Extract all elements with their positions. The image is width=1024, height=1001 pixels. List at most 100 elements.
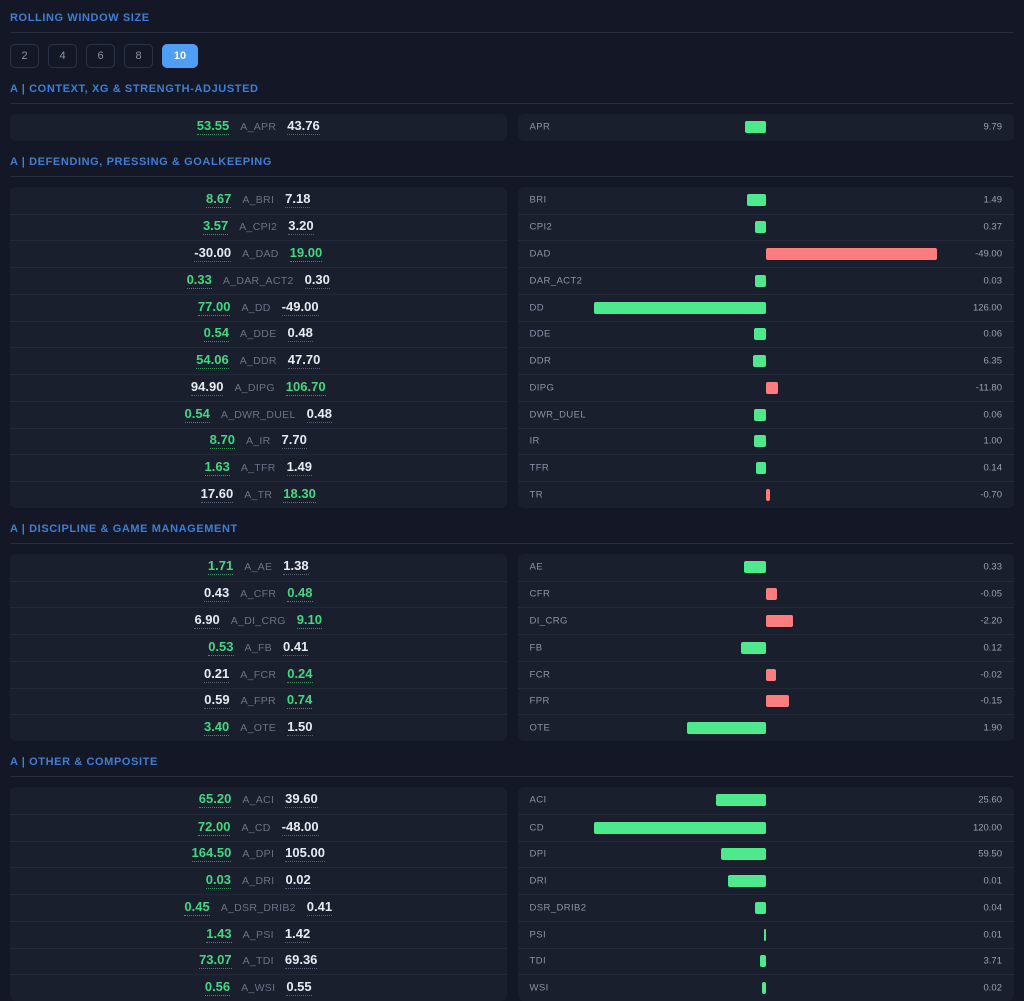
section-cards: 53.55A_APR43.76APR9.79 (10, 114, 1014, 141)
bar-metric-label: DRI (530, 876, 548, 887)
metric-row-CFR: 0.43A_CFR0.48 (10, 581, 507, 608)
value-b: -48.00 (282, 820, 319, 836)
diff-bar (754, 435, 766, 447)
metric-code: A_DRI (242, 875, 274, 887)
window-size-option-4[interactable]: 4 (48, 44, 77, 68)
bars-card: ACI25.60CD120.00DPI59.50DRI0.01DSR_DRIB2… (518, 787, 1015, 1001)
value-b: 69.36 (285, 953, 318, 969)
bar-metric-label: DAD (530, 249, 551, 260)
diff-value: 6.35 (984, 356, 1003, 367)
bar-row-TFR: TFR0.14 (518, 454, 1015, 481)
section-title: A | OTHER & COMPOSITE (10, 756, 1014, 777)
value-a: -30.00 (194, 246, 231, 262)
value-a: 0.54 (204, 326, 229, 342)
bar-metric-label: IR (530, 436, 540, 447)
bar-metric-label: DAR_ACT2 (530, 275, 583, 286)
diff-value: 59.50 (978, 849, 1002, 860)
metric-code: A_FCR (240, 669, 276, 681)
window-size-option-2[interactable]: 2 (10, 44, 39, 68)
metric-row-DDR: 54.06A_DDR47.70 (10, 347, 507, 374)
bar-row-DIPG: DIPG-11.80 (518, 374, 1015, 401)
metric-code: A_CD (241, 822, 270, 834)
window-size-button-group: 2468 10 (10, 44, 1014, 68)
value-b: 0.55 (286, 980, 311, 996)
metric-row-TR: 17.60A_TR18.30 (10, 481, 507, 508)
metric-row-DRI: 0.03A_DRI0.02 (10, 867, 507, 894)
value-a: 17.60 (201, 487, 234, 503)
value-b: 0.24 (287, 667, 312, 683)
metric-code: A_DD (241, 302, 270, 314)
bar-metric-label: TR (530, 489, 543, 500)
value-b: 7.70 (282, 433, 307, 449)
bars-card: AE0.33CFR-0.05DI_CRG-2.20FB0.12FCR-0.02F… (518, 554, 1015, 741)
metrics-dashboard: ROLLING WINDOW SIZE 246810 A | CONTEXT, … (0, 0, 1024, 1001)
value-b: 0.48 (287, 586, 312, 602)
metric-row-DI_CRG: 6.90A_DI_CRG9.10 (10, 607, 507, 634)
metric-code: A_BRI (242, 194, 274, 206)
value-a: 0.21 (204, 667, 229, 683)
value-b: 3.20 (288, 219, 313, 235)
diff-bar (744, 561, 766, 573)
value-a: 54.06 (196, 353, 229, 369)
metric-row-FCR: 0.21 A_FCR 0.24 (10, 661, 507, 688)
bar-row-OTE: OTE1.90 (518, 714, 1015, 741)
value-a: 72.00 (198, 820, 231, 836)
diff-bar (766, 588, 777, 600)
diff-bar (766, 248, 937, 260)
metric-code: A_TR (244, 489, 272, 501)
bar-metric-label: FCR (530, 669, 551, 680)
bar-metric-label: TDI (530, 956, 547, 967)
bar-metric-label: APR (530, 122, 551, 133)
diff-bar (762, 982, 766, 994)
diff-value: -0.70 (980, 489, 1002, 500)
diff-value: 1.49 (984, 195, 1003, 206)
diff-value: 0.33 (984, 562, 1003, 573)
metric-row-ACI: 65.20A_ACI39.60 (10, 787, 507, 814)
value-b: 0.74 (287, 693, 312, 709)
value-a: 1.71 (208, 559, 233, 575)
bar-row-APR: APR9.79 (518, 114, 1015, 141)
bar-row-WSI: WSI0.02 (518, 974, 1015, 1001)
section-2: A | DISCIPLINE & GAME MANAGEMENT1.71A_AE… (10, 523, 1014, 741)
metric-row-AE: 1.71A_AE1.38 (10, 554, 507, 581)
bar-row-DWR_DUEL: DWR_DUEL0.06 (518, 401, 1015, 428)
diff-value: 0.37 (984, 222, 1003, 233)
diff-value: -2.20 (980, 616, 1002, 627)
value-a: 3.57 (203, 219, 228, 235)
diff-bar (594, 822, 766, 834)
window-size-option-10[interactable]: 10 (162, 44, 198, 68)
bar-row-CFR: CFR-0.05 (518, 581, 1015, 608)
value-a: 65.20 (199, 792, 232, 808)
metric-code: A_OTE (240, 722, 276, 734)
metric-row-CPI2: 3.57A_CPI23.20 (10, 214, 507, 241)
metric-code: A_APR (240, 121, 276, 133)
metric-row-PSI: 1.43A_PSI1.42 (10, 921, 507, 948)
metric-code: A_FB (245, 642, 272, 654)
diff-bar (721, 848, 766, 860)
diff-bar (753, 355, 766, 367)
diff-value: 126.00 (973, 302, 1002, 313)
diff-value: 1.00 (984, 436, 1003, 447)
diff-bar (764, 929, 766, 941)
diff-bar (766, 669, 776, 681)
diff-value: -11.80 (976, 382, 1002, 393)
bar-row-AE: AE0.33 (518, 554, 1015, 581)
bar-metric-label: DD (530, 302, 545, 313)
bar-metric-label: DSR_DRIB2 (530, 902, 587, 913)
value-b: 0.41 (283, 640, 308, 656)
bars-card: BRI1.49CPI20.37DAD-49.00DAR_ACT20.03DD12… (518, 187, 1015, 508)
value-a: 0.59 (204, 693, 229, 709)
bar-metric-label: WSI (530, 983, 549, 994)
bar-metric-label: CD (530, 822, 545, 833)
diff-bar (745, 121, 766, 133)
value-b: 9.10 (297, 613, 322, 629)
value-a: 0.33 (187, 273, 212, 289)
window-size-option-8[interactable]: 8 (124, 44, 153, 68)
value-b: 39.60 (285, 792, 318, 808)
bar-metric-label: ACI (530, 795, 547, 806)
metric-row-WSI: 0.56A_WSI0.55 (10, 974, 507, 1001)
value-a: 53.55 (197, 119, 230, 135)
diff-bar (594, 302, 766, 314)
diff-bar (756, 462, 766, 474)
window-size-option-6[interactable]: 6 (86, 44, 115, 68)
